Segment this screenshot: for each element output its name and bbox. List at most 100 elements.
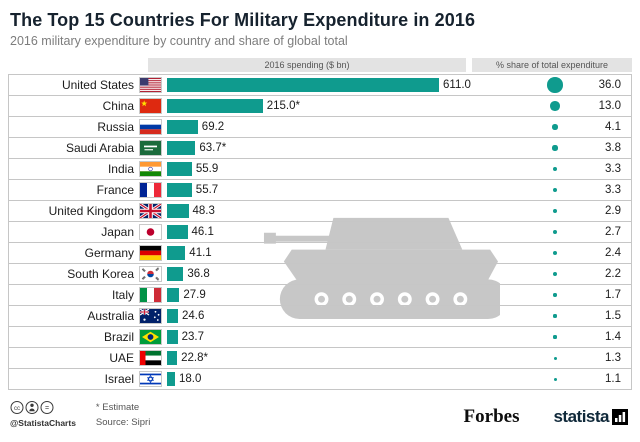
share-dot-cell	[527, 166, 583, 172]
bar-zone: 55.9	[167, 162, 527, 176]
table-row: India 55.9 3.3	[8, 158, 632, 180]
table-row: Japan 46.1 2.7	[8, 221, 632, 243]
share-dot-cell	[527, 229, 583, 235]
table-row: Australia 24.6 1.5	[8, 305, 632, 327]
table-row: China 215.0* 13.0	[8, 95, 632, 117]
spending-bar	[167, 162, 192, 176]
spending-bar	[167, 246, 186, 260]
share-dot	[553, 251, 557, 255]
spending-bar	[167, 141, 196, 155]
bar-zone: 63.7*	[167, 141, 527, 155]
share-dot-cell	[527, 187, 583, 193]
spending-value: 55.9	[195, 163, 219, 175]
spending-bar	[167, 99, 263, 113]
spending-value: 36.8	[187, 268, 210, 280]
share-dot-cell	[527, 335, 583, 339]
country-label: Australia	[87, 309, 134, 323]
column-headers: 2016 spending ($ bn) % share of total ex…	[8, 58, 632, 72]
share-dot-cell	[527, 101, 583, 111]
share-value: 1.3	[605, 352, 621, 364]
table-row: United Kingdom 48.3 2.9	[8, 200, 632, 222]
cc-license-icon: cc =	[10, 401, 54, 414]
flag-icon-fr	[139, 182, 162, 198]
share-dot-cell	[527, 272, 583, 276]
share-value: 1.5	[605, 310, 621, 322]
forbes-logo: Forbes	[463, 406, 520, 427]
country-label: United Kingdom	[48, 204, 134, 218]
bar-zone: 23.7	[167, 330, 527, 344]
flag-icon-us	[139, 77, 162, 93]
spending-column-header: 2016 spending ($ bn)	[148, 58, 466, 72]
country-label: Israel	[104, 372, 134, 386]
share-dot-cell	[527, 251, 583, 255]
bar-zone: 215.0*	[167, 99, 527, 113]
country-label: Japan	[101, 225, 134, 239]
share-dot	[550, 101, 560, 111]
spending-value: 18.0	[179, 373, 202, 385]
share-column-header: % share of total expenditure	[472, 58, 632, 72]
spending-value: 22.8*	[181, 352, 208, 364]
spending-bar	[167, 204, 189, 218]
spending-bar	[167, 351, 178, 365]
spending-value: 63.7*	[199, 142, 227, 154]
share-dot	[553, 377, 557, 381]
bar-zone: 24.6	[167, 309, 527, 323]
country-bar-list: United States 611.0 36.0 China 215.0* 13.0 Rus…	[8, 74, 632, 390]
spending-value: 611.0	[443, 79, 471, 91]
flag-icon-br	[139, 329, 162, 345]
flag-icon-ae	[139, 350, 162, 366]
share-dot-cell	[527, 377, 583, 381]
spending-bar	[167, 225, 188, 239]
share-dot-cell	[527, 293, 583, 297]
flag-icon-sa	[139, 140, 162, 156]
spending-value: 46.1	[191, 226, 214, 238]
country-label: United States	[61, 78, 134, 92]
bar-zone: 41.1	[167, 246, 527, 260]
bar-zone: 55.7	[167, 183, 527, 197]
share-value: 36.0	[598, 79, 621, 91]
share-dot	[552, 187, 558, 193]
spending-value: 41.1	[189, 247, 212, 259]
spending-bar	[167, 78, 439, 92]
share-dot-cell	[527, 314, 583, 318]
country-label: China	[102, 99, 134, 113]
country-label: Russia	[97, 120, 134, 134]
spending-bar	[167, 267, 184, 281]
share-dot	[553, 272, 557, 276]
share-value: 2.2	[605, 268, 621, 280]
spending-bar	[167, 330, 178, 344]
table-row: Israel 18.0 1.1	[8, 368, 632, 390]
flag-icon-it	[139, 287, 162, 303]
share-value: 1.1	[605, 373, 621, 385]
bar-zone: 46.1	[167, 225, 527, 239]
share-dot	[552, 145, 558, 151]
share-dot	[553, 293, 557, 297]
share-dot-cell	[527, 124, 583, 130]
spending-value: 27.9	[183, 289, 206, 301]
bar-zone: 611.0	[167, 78, 527, 92]
spending-value: 55.7	[195, 184, 219, 196]
share-value: 13.0	[598, 100, 621, 112]
spending-bar	[167, 120, 198, 134]
share-dot	[552, 229, 558, 235]
statista-logo-icon	[612, 409, 628, 425]
flag-icon-il	[139, 371, 162, 387]
tank-watermark-image	[263, 217, 500, 320]
country-label: UAE	[109, 351, 134, 365]
flag-icon-au	[139, 308, 162, 324]
license-block: cc = @StatistaCharts	[10, 400, 76, 428]
statista-logo-text: statista	[553, 407, 609, 426]
bar-zone: 27.9	[167, 288, 527, 302]
flag-icon-cn	[139, 98, 162, 114]
share-value: 2.7	[605, 226, 621, 238]
table-row: Brazil 23.7 1.4	[8, 326, 632, 348]
credit-label: @StatistaCharts	[10, 418, 76, 428]
share-dot-cell	[527, 356, 583, 360]
spending-bar	[167, 309, 178, 323]
svg-text:=: =	[45, 405, 49, 412]
spending-bar	[167, 183, 192, 197]
spending-bar	[167, 288, 180, 302]
share-dot-cell	[527, 208, 583, 214]
share-dot	[553, 335, 557, 339]
share-dot	[552, 166, 558, 172]
